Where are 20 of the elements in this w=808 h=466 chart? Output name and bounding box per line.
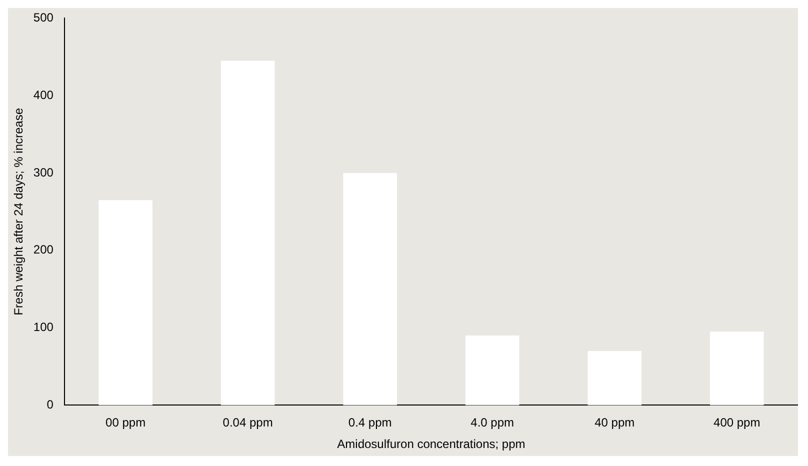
bar: [588, 351, 642, 406]
y-tick-label: 200: [33, 242, 54, 257]
bar: [710, 332, 764, 406]
y-tick-label: 100: [33, 320, 54, 334]
y-tick-label: 300: [33, 165, 54, 180]
y-tick-label: 400: [33, 88, 54, 102]
y-axis-title: Fresh weight after 24 days; % increase: [12, 108, 26, 316]
bar: [98, 200, 152, 406]
x-tick-label: 400 ppm: [714, 416, 760, 430]
x-tick-label: 40 ppm: [594, 416, 635, 430]
x-tick-label: 0.4 ppm: [348, 416, 392, 430]
x-axis-title: Amidosulfuron concentrations; ppm: [337, 437, 526, 452]
x-tick-label: 4.0 ppm: [470, 416, 514, 430]
y-tick-label: 500: [33, 10, 54, 25]
bar: [465, 336, 520, 406]
x-tick-label: 0.04 ppm: [222, 416, 273, 430]
bar: [343, 173, 397, 406]
bar: [220, 60, 275, 406]
y-tick-label: 0: [46, 398, 54, 412]
x-tick-label: 00 ppm: [106, 416, 146, 430]
